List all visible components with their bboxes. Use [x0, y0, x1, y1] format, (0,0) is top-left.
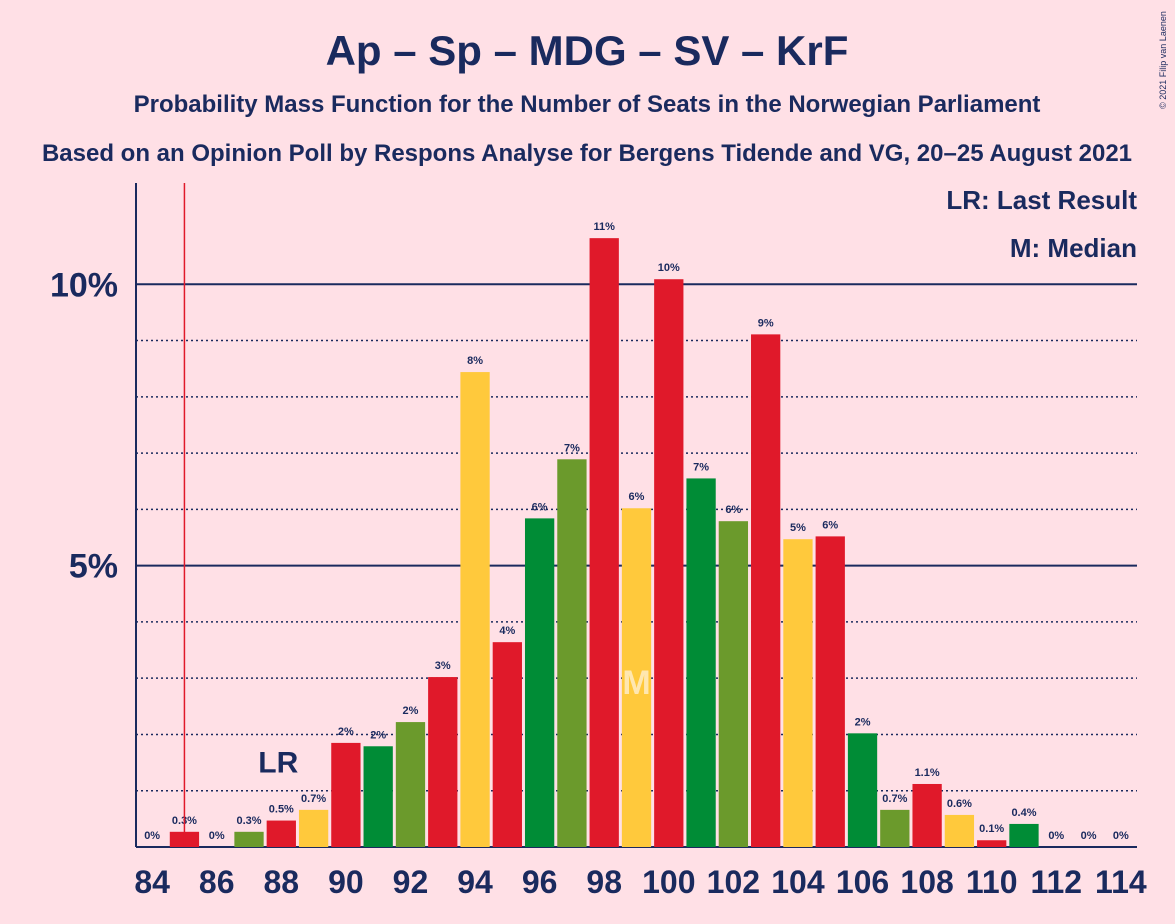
chart-title: Ap – Sp – MDG – SV – KrF — [326, 27, 849, 74]
value-label: 10% — [658, 262, 680, 274]
value-label: 9% — [758, 317, 774, 329]
bar — [718, 521, 749, 847]
bar — [266, 820, 296, 847]
x-tick-label: 92 — [393, 864, 429, 900]
x-tick-label: 94 — [457, 864, 493, 900]
value-label: 0.7% — [882, 793, 907, 805]
x-tick-label: 102 — [707, 864, 760, 900]
value-label: 11% — [593, 221, 615, 233]
bar — [331, 742, 361, 847]
bar — [686, 478, 716, 847]
bar — [363, 746, 393, 847]
x-tick-label: 84 — [134, 864, 170, 900]
value-label: 0% — [1081, 830, 1097, 842]
value-label: 0% — [1048, 830, 1064, 842]
bar — [815, 536, 845, 847]
bar — [524, 518, 555, 847]
bar — [977, 840, 1007, 847]
value-label: 0.6% — [947, 798, 972, 810]
value-label: 6% — [532, 501, 548, 513]
bar — [460, 372, 490, 847]
bar — [557, 459, 587, 847]
bar — [621, 508, 652, 847]
chart-subtitle: Probability Mass Function for the Number… — [134, 91, 1041, 118]
x-tick-label: 112 — [1030, 864, 1082, 900]
median-label: M — [622, 664, 650, 702]
value-label: 4% — [499, 625, 515, 637]
legend-entry: M: Median — [1010, 233, 1137, 263]
bar — [783, 539, 813, 847]
value-label: 0% — [209, 830, 225, 842]
value-label: 2% — [370, 729, 386, 741]
y-tick-label: 5% — [69, 548, 118, 586]
x-tick-label: 98 — [586, 864, 622, 900]
value-label: 0.5% — [269, 804, 294, 816]
x-tick-label: 114 — [1095, 864, 1147, 900]
value-label: 6% — [629, 491, 645, 503]
copyright: © 2021 Filip van Laenen — [1158, 11, 1168, 109]
x-tick-label: 106 — [836, 864, 889, 900]
bar — [944, 814, 975, 847]
bar — [589, 238, 619, 848]
x-tick-label: 88 — [264, 864, 300, 900]
bar — [654, 279, 684, 847]
value-label: 0.3% — [236, 815, 261, 827]
bar — [1009, 823, 1039, 847]
bar — [912, 783, 942, 847]
value-label: 1.1% — [915, 767, 940, 779]
value-label: 8% — [467, 355, 483, 367]
x-tick-label: 96 — [522, 864, 558, 900]
bar — [880, 809, 910, 847]
bar — [428, 677, 458, 847]
value-label: 2% — [338, 726, 354, 738]
value-label: 3% — [435, 660, 451, 672]
x-tick-label: 110 — [966, 864, 1018, 900]
bar — [234, 831, 264, 847]
bar — [395, 722, 426, 847]
bar — [847, 733, 878, 847]
bar — [751, 334, 781, 847]
x-tick-label: 100 — [642, 864, 695, 900]
value-label: 2% — [403, 705, 419, 717]
x-tick-label: 86 — [199, 864, 235, 900]
value-label: 0.4% — [1011, 807, 1036, 819]
value-label: 0.1% — [979, 823, 1004, 835]
last-result-label: LR — [258, 747, 298, 780]
value-label: 7% — [564, 442, 580, 454]
value-label: 6% — [725, 504, 741, 516]
value-label: 0.7% — [301, 793, 326, 805]
chart-subtitle: Based on an Opinion Poll by Respons Anal… — [42, 140, 1132, 167]
value-label: 6% — [822, 519, 838, 531]
value-label: 7% — [693, 461, 709, 473]
x-tick-label: 90 — [328, 864, 364, 900]
value-label: 0% — [1113, 830, 1129, 842]
value-label: 5% — [790, 522, 806, 534]
x-tick-label: 104 — [771, 864, 825, 900]
bar — [492, 642, 522, 847]
bar — [298, 809, 329, 847]
value-label: 0% — [144, 830, 160, 842]
y-tick-label: 10% — [50, 266, 118, 304]
legend-entry: LR: Last Result — [946, 185, 1137, 215]
value-label: 2% — [855, 716, 871, 728]
x-tick-label: 108 — [900, 864, 953, 900]
